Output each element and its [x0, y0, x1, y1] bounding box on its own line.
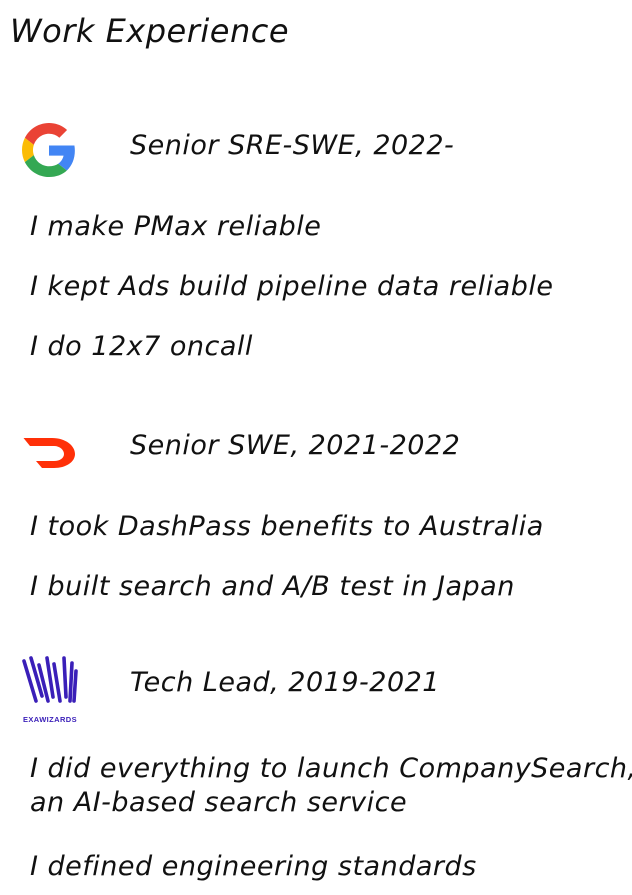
experience-bullet: I do 12x7 oncall: [30, 331, 253, 362]
experience-bullet: I did everything to launch CompanySearch…: [30, 753, 632, 784]
experience-bullet: I defined engineering standards: [30, 851, 477, 882]
role-title: Senior SRE-SWE, 2022-: [130, 130, 455, 161]
experience-bullet: I took DashPass benefits to Australia: [30, 511, 544, 542]
experience-bullet: I kept Ads build pipeline data reliable: [30, 271, 554, 302]
job-header-exawizards: EXAWIZARDS Tech Lead, 2019-2021: [22, 655, 622, 724]
exawizards-logo-text: EXAWIZARDS: [23, 715, 77, 724]
experience-bullet: I make PMax reliable: [30, 211, 322, 242]
exawizards-icon: EXAWIZARDS: [22, 656, 78, 724]
doordash-icon: [23, 438, 75, 468]
experience-bullet: I built search and A/B test in Japan: [30, 571, 515, 602]
google-g-icon: [22, 123, 75, 177]
job-header-google: Senior SRE-SWE, 2022-: [22, 122, 622, 182]
role-title: Tech Lead, 2019-2021: [130, 667, 440, 698]
page-title: Work Experience: [10, 12, 290, 50]
experience-bullet: an AI-based search service: [30, 787, 408, 818]
job-header-doordash: Senior SWE, 2021-2022: [22, 428, 622, 488]
role-title: Senior SWE, 2021-2022: [130, 430, 461, 461]
